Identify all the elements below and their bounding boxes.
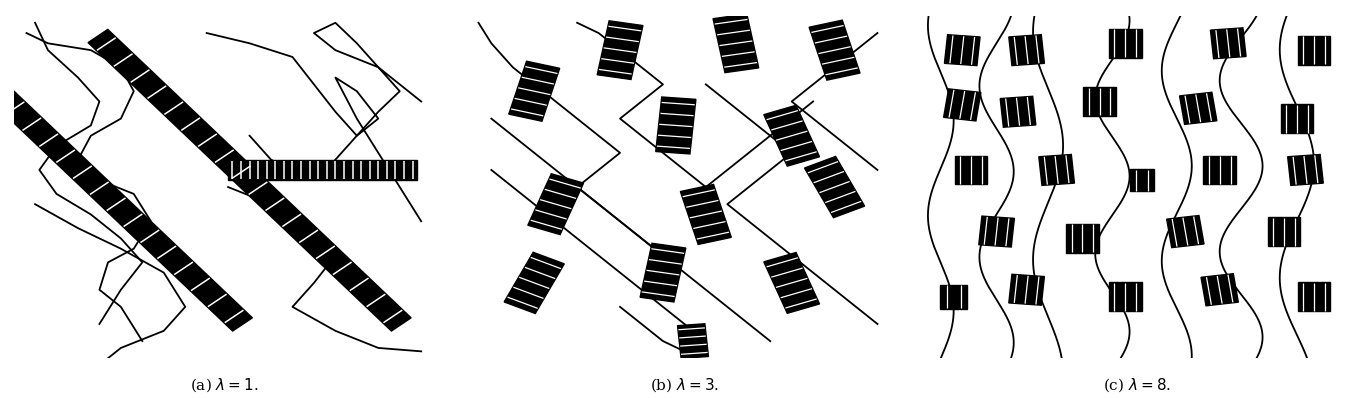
Polygon shape xyxy=(1167,215,1204,248)
Polygon shape xyxy=(1009,35,1045,66)
Polygon shape xyxy=(0,29,252,331)
Text: (a) $\lambda = 1$.: (a) $\lambda = 1$. xyxy=(191,377,259,394)
Polygon shape xyxy=(1204,156,1235,184)
Polygon shape xyxy=(809,20,859,80)
Polygon shape xyxy=(1039,154,1075,185)
Polygon shape xyxy=(509,61,560,121)
Polygon shape xyxy=(504,252,564,314)
Polygon shape xyxy=(1179,92,1216,125)
Polygon shape xyxy=(714,14,759,73)
Polygon shape xyxy=(1298,282,1331,311)
Polygon shape xyxy=(940,285,967,308)
Text: (b) $\lambda = 3$.: (b) $\lambda = 3$. xyxy=(651,377,719,394)
Polygon shape xyxy=(528,174,583,234)
Polygon shape xyxy=(1109,282,1141,311)
Polygon shape xyxy=(764,252,820,313)
Polygon shape xyxy=(1201,274,1238,306)
Polygon shape xyxy=(979,216,1015,247)
Polygon shape xyxy=(655,97,696,154)
Text: (c) $\lambda = 8$.: (c) $\lambda = 8$. xyxy=(1103,377,1171,394)
Polygon shape xyxy=(1130,169,1155,191)
Polygon shape xyxy=(1211,28,1246,59)
Polygon shape xyxy=(1009,274,1045,305)
Polygon shape xyxy=(944,89,981,121)
Polygon shape xyxy=(681,184,731,244)
Polygon shape xyxy=(229,160,417,179)
Polygon shape xyxy=(1268,217,1301,246)
Polygon shape xyxy=(805,156,865,218)
Polygon shape xyxy=(1066,224,1099,253)
Polygon shape xyxy=(597,21,643,80)
Polygon shape xyxy=(944,35,981,66)
Polygon shape xyxy=(1298,36,1331,64)
Polygon shape xyxy=(640,243,686,302)
Polygon shape xyxy=(1000,96,1036,127)
Polygon shape xyxy=(1287,154,1324,185)
Polygon shape xyxy=(1109,29,1141,58)
Polygon shape xyxy=(1083,87,1115,116)
Polygon shape xyxy=(89,29,411,331)
Polygon shape xyxy=(764,105,820,166)
Polygon shape xyxy=(1280,104,1313,133)
Polygon shape xyxy=(955,156,987,184)
Polygon shape xyxy=(677,324,708,359)
